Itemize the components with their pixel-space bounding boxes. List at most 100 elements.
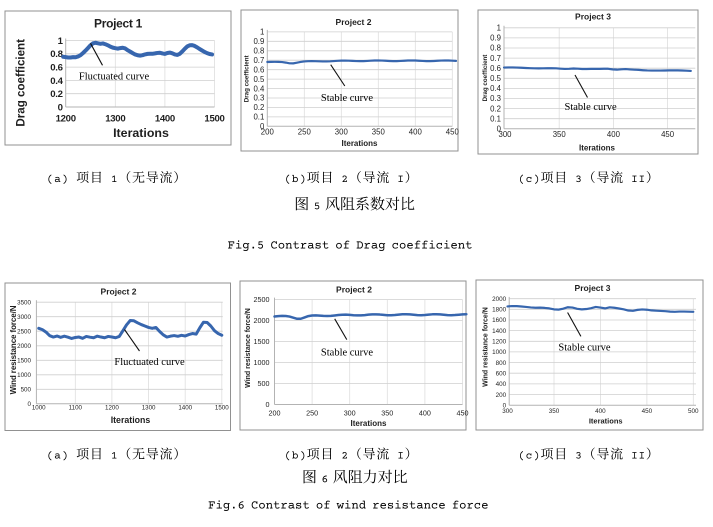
svg-text:0.2: 0.2: [50, 89, 62, 100]
svg-text:1500: 1500: [204, 113, 224, 124]
svg-text:Project 3: Project 3: [575, 283, 611, 293]
svg-text:3000: 3000: [17, 314, 31, 321]
svg-text:1500: 1500: [215, 404, 229, 411]
svg-text:Fluctuated curve: Fluctuated curve: [79, 72, 150, 83]
svg-text:600: 600: [496, 371, 507, 378]
svg-text:0: 0: [58, 102, 63, 113]
svg-text:300: 300: [335, 128, 349, 137]
svg-text:0.1: 0.1: [490, 114, 501, 123]
svg-text:0.9: 0.9: [253, 37, 264, 46]
svg-text:Project 3: Project 3: [575, 12, 611, 22]
svg-text:0.4: 0.4: [50, 76, 63, 87]
svg-text:2000: 2000: [254, 316, 270, 325]
svg-text:1400: 1400: [178, 404, 192, 411]
svg-text:250: 250: [306, 409, 318, 418]
svg-text:0.6: 0.6: [50, 63, 62, 74]
svg-text:2000: 2000: [492, 296, 507, 303]
svg-text:Stable curve: Stable curve: [321, 93, 374, 104]
svg-text:0.2: 0.2: [490, 104, 501, 113]
svg-text:0.9: 0.9: [490, 34, 501, 43]
svg-text:2500: 2500: [17, 328, 31, 335]
svg-text:1100: 1100: [69, 404, 83, 411]
svg-text:Drag coefficient: Drag coefficient: [244, 55, 251, 102]
svg-text:2500: 2500: [254, 295, 270, 304]
svg-text:500: 500: [258, 379, 270, 388]
svg-text:400: 400: [496, 381, 507, 388]
svg-text:1400: 1400: [155, 113, 175, 124]
svg-text:1300: 1300: [142, 404, 156, 411]
svg-text:0.1: 0.1: [253, 113, 264, 122]
svg-text:0.8: 0.8: [253, 47, 264, 56]
svg-text:200: 200: [269, 409, 281, 418]
svg-text:Iterations: Iterations: [111, 415, 151, 425]
svg-text:0.8: 0.8: [490, 44, 501, 53]
svg-text:1000: 1000: [254, 358, 270, 367]
svg-text:350: 350: [549, 408, 560, 415]
svg-text:450: 450: [457, 409, 469, 418]
svg-text:0.5: 0.5: [253, 75, 265, 84]
svg-text:1400: 1400: [492, 328, 507, 335]
svg-text:0.8: 0.8: [50, 49, 63, 60]
svg-text:0.3: 0.3: [490, 94, 501, 103]
svg-text:Iterations: Iterations: [113, 126, 169, 140]
svg-text:0.2: 0.2: [253, 103, 264, 112]
svg-text:1300: 1300: [105, 113, 125, 124]
svg-text:0: 0: [503, 402, 507, 409]
svg-text:350: 350: [381, 409, 393, 418]
svg-text:1200: 1200: [105, 404, 119, 411]
svg-text:1000: 1000: [492, 349, 507, 356]
svg-text:Iterations: Iterations: [579, 144, 616, 153]
svg-text:1600: 1600: [492, 317, 507, 324]
svg-text:Project 2: Project 2: [101, 287, 137, 297]
svg-text:0.6: 0.6: [253, 65, 264, 74]
svg-text:0.4: 0.4: [490, 84, 502, 93]
svg-text:1200: 1200: [56, 113, 76, 124]
svg-text:Iterations: Iterations: [350, 419, 387, 428]
svg-text:400: 400: [409, 128, 423, 137]
svg-text:Fluctuated curve: Fluctuated curve: [114, 357, 185, 368]
svg-text:2000: 2000: [17, 343, 31, 350]
svg-text:0: 0: [497, 125, 502, 134]
svg-text:1000: 1000: [17, 372, 31, 379]
svg-text:1800: 1800: [492, 307, 507, 314]
svg-text:0.4: 0.4: [253, 84, 265, 93]
svg-text:0: 0: [266, 400, 270, 409]
svg-text:1500: 1500: [17, 357, 31, 364]
svg-text:0.7: 0.7: [253, 56, 264, 65]
svg-text:Project 2: Project 2: [336, 285, 372, 295]
svg-text:250: 250: [298, 128, 312, 137]
svg-text:3500: 3500: [17, 299, 31, 306]
svg-text:500: 500: [21, 387, 32, 394]
svg-text:Iterations: Iterations: [341, 139, 378, 148]
svg-text:450: 450: [661, 130, 675, 139]
svg-text:300: 300: [344, 409, 356, 418]
svg-text:400: 400: [607, 130, 621, 139]
svg-text:1500: 1500: [254, 337, 270, 346]
svg-text:0: 0: [27, 401, 31, 408]
svg-text:Iterations: Iterations: [589, 417, 623, 426]
svg-text:450: 450: [642, 408, 653, 415]
svg-text:Wind resistance force/N: Wind resistance force/N: [245, 308, 252, 388]
svg-text:200: 200: [496, 392, 507, 399]
svg-text:1: 1: [260, 28, 264, 37]
svg-text:400: 400: [419, 409, 431, 418]
svg-text:Wind resistance force/N: Wind resistance force/N: [9, 305, 18, 394]
svg-text:0.7: 0.7: [490, 54, 501, 63]
svg-text:1: 1: [497, 24, 501, 33]
svg-text:400: 400: [595, 408, 606, 415]
svg-text:300: 300: [502, 408, 513, 415]
svg-text:0.6: 0.6: [490, 64, 501, 73]
svg-text:Project 2: Project 2: [336, 17, 372, 27]
svg-text:0: 0: [260, 122, 265, 131]
svg-text:300: 300: [498, 130, 512, 139]
svg-text:1: 1: [58, 36, 64, 47]
svg-text:0.3: 0.3: [253, 94, 264, 103]
svg-text:450: 450: [446, 128, 460, 137]
svg-text:350: 350: [372, 128, 386, 137]
svg-text:800: 800: [496, 360, 507, 367]
svg-text:Stable curve: Stable curve: [558, 343, 611, 354]
svg-text:Drag coefficient: Drag coefficient: [482, 55, 489, 102]
svg-text:Drag coefficient: Drag coefficient: [15, 39, 28, 127]
svg-text:0.5: 0.5: [490, 74, 502, 83]
svg-text:200: 200: [261, 128, 275, 137]
